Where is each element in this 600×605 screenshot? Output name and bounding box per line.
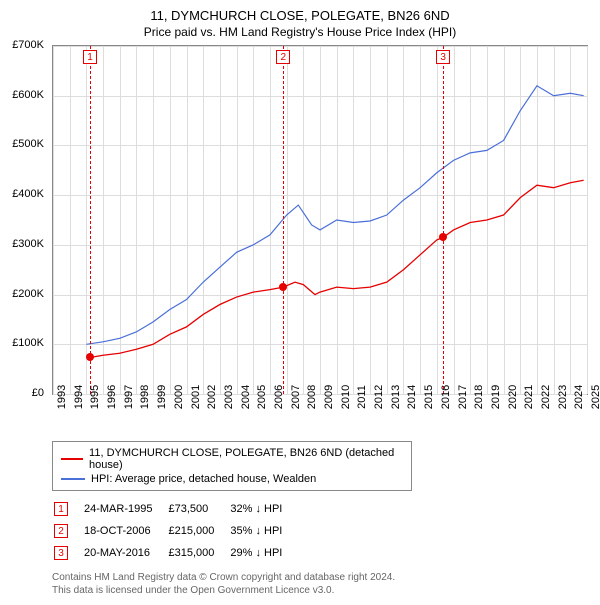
x-tick-label: 1993 <box>56 385 68 409</box>
footnote-line: Contains HM Land Registry data © Crown c… <box>52 571 592 584</box>
x-tick-label: 1998 <box>139 385 151 409</box>
sale-marker-line <box>283 46 284 394</box>
sale-marker-box: 1 <box>83 50 97 64</box>
sale-marker-box: 2 <box>276 50 290 64</box>
y-tick-label: £300K <box>12 238 44 250</box>
x-tick-label: 1997 <box>123 385 135 409</box>
sale-point <box>439 233 447 241</box>
legend-label: HPI: Average price, detached house, Weal… <box>91 473 316 485</box>
x-tick-label: 1996 <box>106 385 118 409</box>
sale-marker-line <box>443 46 444 394</box>
x-tick-label: 2005 <box>256 385 268 409</box>
x-tick-label: 2006 <box>273 385 285 409</box>
sale-price: £215,000 <box>168 521 228 541</box>
sale-price: £73,500 <box>168 499 228 519</box>
y-tick-label: £100K <box>12 337 44 349</box>
x-tick-label: 2001 <box>190 385 202 409</box>
sale-marker-2: 2 <box>54 524 68 538</box>
sale-marker-box: 3 <box>436 50 450 64</box>
legend-swatch <box>61 458 83 460</box>
sale-date: 18-OCT-2006 <box>84 521 166 541</box>
x-tick-label: 2008 <box>306 385 318 409</box>
sale-marker-3: 3 <box>54 546 68 560</box>
x-tick-label: 2015 <box>423 385 435 409</box>
x-tick-label: 1995 <box>89 385 101 409</box>
sale-date: 24-MAR-1995 <box>84 499 166 519</box>
sale-point <box>279 283 287 291</box>
x-tick-label: 2004 <box>240 385 252 409</box>
x-tick-label: 2013 <box>390 385 402 409</box>
sale-marker-1: 1 <box>54 502 68 516</box>
x-tick-label: 2009 <box>323 385 335 409</box>
chart-container: 11, DYMCHURCH CLOSE, POLEGATE, BN26 6ND … <box>8 8 592 597</box>
chart-subtitle: Price paid vs. HM Land Registry's House … <box>8 25 592 39</box>
y-tick-label: £200K <box>12 288 44 300</box>
x-tick-label: 2002 <box>206 385 218 409</box>
y-tick-label: £400K <box>12 188 44 200</box>
title-block: 11, DYMCHURCH CLOSE, POLEGATE, BN26 6ND … <box>8 8 592 39</box>
sale-delta: 35% ↓ HPI <box>230 521 296 541</box>
x-tick-label: 2011 <box>356 385 368 409</box>
y-tick-label: £500K <box>12 138 44 150</box>
x-tick-label: 2024 <box>573 385 585 409</box>
x-tick-label: 2016 <box>440 385 452 409</box>
sale-marker-line <box>90 46 91 394</box>
footnote-line: This data is licensed under the Open Gov… <box>52 584 592 597</box>
x-tick-label: 1994 <box>73 385 85 409</box>
x-axis-labels: 1993199419951996199719981999200020012002… <box>52 395 588 435</box>
footnote: Contains HM Land Registry data © Crown c… <box>52 571 592 597</box>
table-row: 1 24-MAR-1995 £73,500 32% ↓ HPI <box>54 499 296 519</box>
x-tick-label: 2025 <box>590 385 600 409</box>
x-tick-label: 2023 <box>557 385 569 409</box>
x-tick-label: 2000 <box>173 385 185 409</box>
sale-delta: 32% ↓ HPI <box>230 499 296 519</box>
sale-point <box>86 353 94 361</box>
series-property <box>90 180 584 357</box>
x-tick-label: 2007 <box>290 385 302 409</box>
legend-label: 11, DYMCHURCH CLOSE, POLEGATE, BN26 6ND … <box>89 447 403 471</box>
plot-area: 1 2 3 <box>52 45 588 395</box>
x-tick-label: 2014 <box>406 385 418 409</box>
x-tick-label: 2010 <box>340 385 352 409</box>
sale-delta: 29% ↓ HPI <box>230 543 296 563</box>
series-hpi <box>86 86 583 345</box>
legend-item-hpi: HPI: Average price, detached house, Weal… <box>61 472 403 486</box>
x-tick-label: 2012 <box>373 385 385 409</box>
sale-date: 20-MAY-2016 <box>84 543 166 563</box>
x-tick-label: 2020 <box>507 385 519 409</box>
table-row: 3 20-MAY-2016 £315,000 29% ↓ HPI <box>54 543 296 563</box>
x-tick-label: 2018 <box>473 385 485 409</box>
table-row: 2 18-OCT-2006 £215,000 35% ↓ HPI <box>54 521 296 541</box>
x-tick-label: 2003 <box>223 385 235 409</box>
x-tick-label: 2019 <box>490 385 502 409</box>
y-tick-label: £700K <box>12 39 44 51</box>
x-tick-label: 2022 <box>540 385 552 409</box>
legend: 11, DYMCHURCH CLOSE, POLEGATE, BN26 6ND … <box>52 441 412 491</box>
x-tick-label: 1999 <box>156 385 168 409</box>
x-tick-label: 2017 <box>457 385 469 409</box>
y-axis-labels: £0£100K£200K£300K£400K£500K£600K£700K <box>8 45 48 395</box>
y-tick-label: £0 <box>32 387 44 399</box>
x-tick-label: 2021 <box>523 385 535 409</box>
y-tick-label: £600K <box>12 89 44 101</box>
sales-table: 1 24-MAR-1995 £73,500 32% ↓ HPI 2 18-OCT… <box>52 497 298 565</box>
chart-title: 11, DYMCHURCH CLOSE, POLEGATE, BN26 6ND <box>8 8 592 23</box>
legend-item-property: 11, DYMCHURCH CLOSE, POLEGATE, BN26 6ND … <box>61 446 403 472</box>
legend-swatch <box>61 478 85 480</box>
sale-price: £315,000 <box>168 543 228 563</box>
